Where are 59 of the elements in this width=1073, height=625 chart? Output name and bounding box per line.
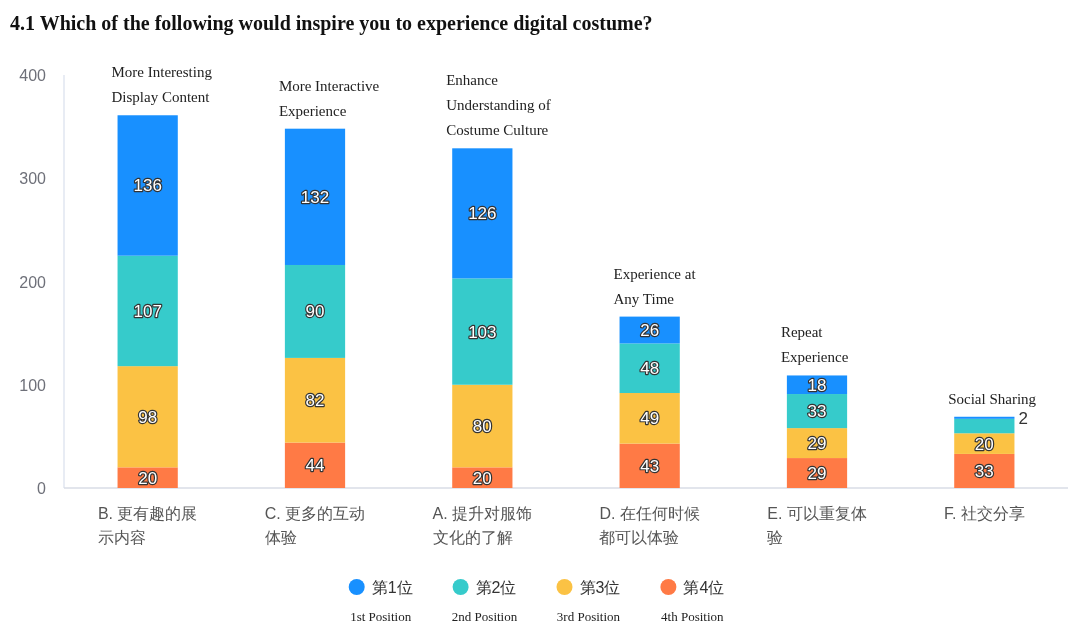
- y-tick-label: 300: [19, 170, 47, 188]
- data-label: 103: [468, 322, 497, 342]
- legend-label: 第3位 3rd Position: [556, 579, 621, 624]
- data-label: 29: [807, 464, 827, 484]
- y-tick-label: 200: [19, 273, 47, 291]
- data-label: 132: [300, 187, 330, 207]
- bar: [284, 128, 346, 265]
- data-label: 20: [138, 468, 158, 488]
- bar: [954, 416, 1015, 419]
- legend-label: 第1位 1st Position: [350, 579, 413, 624]
- bar: [452, 384, 513, 468]
- bar: [452, 148, 513, 279]
- data-label: 80: [472, 417, 492, 437]
- bar: [954, 418, 1015, 434]
- data-label: 29: [807, 434, 827, 454]
- data-label: 90: [305, 302, 325, 322]
- y-tick-label: 400: [19, 67, 47, 84]
- bar: [619, 393, 680, 444]
- data-label: 2: [1018, 408, 1028, 428]
- data-label: 20: [974, 434, 994, 454]
- y-tick-label: 0: [37, 480, 47, 497]
- legend-label: 第2位 2nd Position: [451, 579, 518, 624]
- annotation: More Interactive Experience: [278, 77, 384, 119]
- annotation: Experience at Any Time: [613, 265, 700, 307]
- bar: [284, 357, 346, 443]
- bar: [452, 278, 513, 385]
- annotation: Social Sharing: [948, 390, 1037, 407]
- data-label: 49: [640, 409, 660, 429]
- bar: [117, 255, 178, 367]
- bar: [284, 442, 346, 488]
- data-label: 33: [807, 402, 827, 422]
- data-label: 20: [472, 468, 492, 488]
- data-label: 126: [468, 204, 497, 224]
- x-tick-label: E. 可以重复体验: [767, 505, 867, 546]
- bar: [619, 343, 680, 394]
- data-label: 136: [133, 176, 162, 196]
- bar: [284, 264, 346, 358]
- data-label: 107: [133, 301, 162, 321]
- y-tick-label: 100: [19, 376, 47, 394]
- x-tick-label: C. 更多的互动体验: [264, 505, 366, 546]
- bar: [117, 366, 178, 468]
- x-tick-label: D. 在任何时候都可以体验: [599, 505, 700, 546]
- bar: [117, 115, 178, 256]
- data-label: 44: [305, 456, 325, 476]
- annotation: Repeat Experience: [780, 324, 849, 366]
- annotation: Enhance Understanding of Costume Culture: [446, 72, 555, 139]
- data-label: 98: [138, 407, 158, 427]
- data-label: 26: [640, 321, 660, 341]
- data-label: 43: [640, 456, 660, 476]
- legend-label: 第4位 4th Position: [661, 579, 725, 624]
- x-tick-label: F. 社交分享: [943, 505, 1025, 522]
- x-tick-label: A. 提升对服饰文化的了解: [432, 505, 533, 546]
- data-label: 18: [807, 375, 827, 395]
- chart-title: 4.1 Which of the following would inspire you to experience digital costume?: [10, 12, 653, 35]
- annotation: More Interesting Display Content: [111, 64, 216, 106]
- x-tick-label: B. 更有趣的展示内容: [97, 505, 198, 546]
- data-label: 33: [974, 461, 994, 481]
- data-label: 82: [305, 391, 325, 411]
- data-label: 48: [640, 359, 660, 379]
